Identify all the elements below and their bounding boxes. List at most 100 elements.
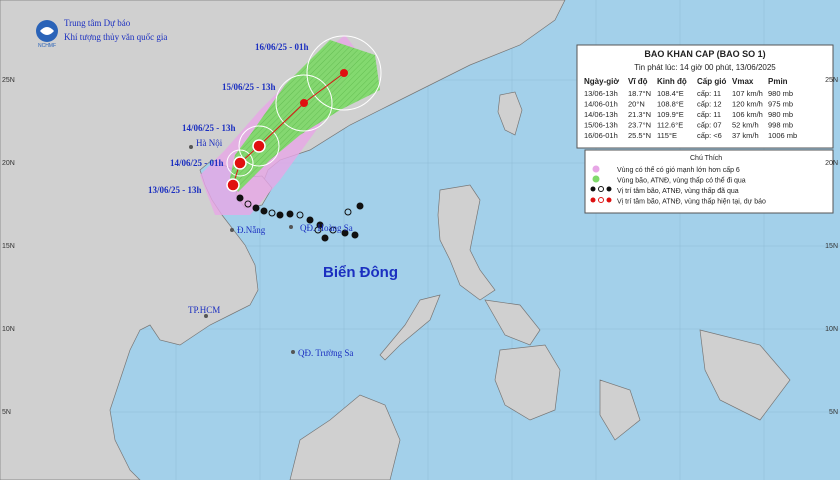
bulletin-box: BAO KHAN CAP (BAO SO 1) Tin phát lúc: 14… [576,44,834,149]
place-dot [230,228,234,232]
place-label: QĐ. Hoàng Sa [300,223,353,233]
table-cell: 112.6°E [657,121,683,130]
place-label: Hà Nội [196,138,223,148]
table-cell: 1006 mb [768,131,797,140]
bulletin-issued: Tin phát lúc: 14 giờ 00 phút, 13/06/2025 [634,63,776,72]
logo: NCHMF Trung tâm Dự báo Khí tượng thủy vă… [36,18,167,49]
past-track [236,194,364,242]
place-dot [291,350,295,354]
past-position [344,208,352,216]
table-cell: 37 km/h [732,131,759,140]
forecast-time: 13/06/25 - 13h [148,185,202,195]
table-cell: 998 mb [768,121,793,130]
past-position [321,234,329,242]
logo-text: NCHMF [38,43,56,49]
bulletin-title: BAO KHAN CAP (BAO SO 1) [644,49,765,59]
lat-label: 5N [829,409,838,416]
table-cell: 14/06-01h [584,100,618,109]
past-position [276,211,284,219]
place-dot [204,314,208,318]
table-cell: 13/06-13h [584,89,618,98]
table-cell: 120 km/h [732,100,763,109]
table-cell: 14/06-13h [584,110,618,119]
table-cell: cấp: 12 [697,100,722,109]
table-cell: 975 mb [768,100,793,109]
past-position [260,207,268,215]
lat-label: 25N [2,77,15,84]
past-position [341,229,349,237]
forecast-time: 16/06/25 - 01h [255,42,309,52]
lat-label: 10N [2,326,15,333]
table-header: Ngày-giờ [584,77,619,86]
table-cell: 107 km/h [732,89,763,98]
past-position [306,216,314,224]
place-dot [189,145,193,149]
storm-center [226,178,240,192]
lat-label: 20N [825,160,838,167]
table-cell: 21.3°N [628,110,651,119]
past-position [356,202,364,210]
table-cell: cấp: 07 [697,121,722,130]
lat-label: 5N [2,409,11,416]
table-cell: 23.7°N [628,121,651,130]
table-cell: 980 mb [768,110,793,119]
legend-item: Vùng có thể có gió mạnh lớn hơn cấp 6 [617,165,740,174]
storm-center [340,69,348,77]
table-cell: cấp: <6 [697,131,722,140]
past-position [236,194,244,202]
past-position [314,226,322,234]
past-position [268,209,276,217]
lat-label: 15N [825,243,838,250]
table-cell: cấp: 11 [697,89,721,98]
table-cell: 109.9°E [657,110,684,119]
storm-center [233,156,247,170]
table-header: Kinh độ [657,77,687,86]
place-label: QĐ. Trường Sa [298,348,353,358]
past-position [286,210,294,218]
storm-positions [226,69,348,192]
table-cell: 52 km/h [732,121,759,130]
forecast-time: 14/06/25 - 01h [170,158,224,168]
table-cell: 108.8°E [657,100,684,109]
table-cell: 108.4°E [657,89,684,98]
table-cell: 16/06-01h [584,131,618,140]
table-header: Vmax [732,77,754,86]
forecast-time: 14/06/25 - 13h [182,123,236,133]
table-cell: 115°E [657,131,677,140]
table-cell: 15/06-13h [584,121,618,130]
sea-name: Biển Đông [323,264,398,281]
legend-box: Chú Thích [584,149,834,214]
land [0,0,791,480]
past-position [329,226,337,234]
lat-label: 20N [2,160,15,167]
table-cell: 25.5°N [628,131,651,140]
table-cell: 980 mb [768,89,793,98]
legend-item: Vị trí tâm bão, ATNĐ, vùng thấp hiện tại… [617,197,766,206]
past-position [244,200,252,208]
table-header: Pmin [768,77,788,86]
agency-name: Khí tượng thủy văn quốc gia [64,32,167,42]
storm-center [252,139,266,153]
past-position [296,211,304,219]
table-cell: 20°N [628,100,645,109]
table-cell: 18.7°N [628,89,651,98]
past-position [252,204,260,212]
lat-label: 10N [825,326,838,333]
past-position [351,231,359,239]
lat-label: 25N [825,77,838,84]
place-dot [289,225,293,229]
table-cell: cấp: 11 [697,110,721,119]
place-label: TP.HCM [188,305,220,315]
table-header: Cấp gió [697,77,726,86]
table-cell: 106 km/h [732,110,763,119]
legend-item: Vùng bão, ATNĐ, vùng thấp có thể đi qua [617,176,746,185]
forecast-time: 15/06/25 - 13h [222,82,276,92]
place-label: Đ.Nẵng [237,225,266,235]
org-name: Trung tâm Dự báo [64,18,131,28]
table-header: Vĩ độ [628,77,648,86]
legend-item: Vị trí tâm bão, ATNĐ, vùng thấp đã qua [617,186,739,195]
storm-center [300,99,308,107]
legend-title: Chú Thích [690,155,722,162]
lat-label: 15N [2,243,15,250]
